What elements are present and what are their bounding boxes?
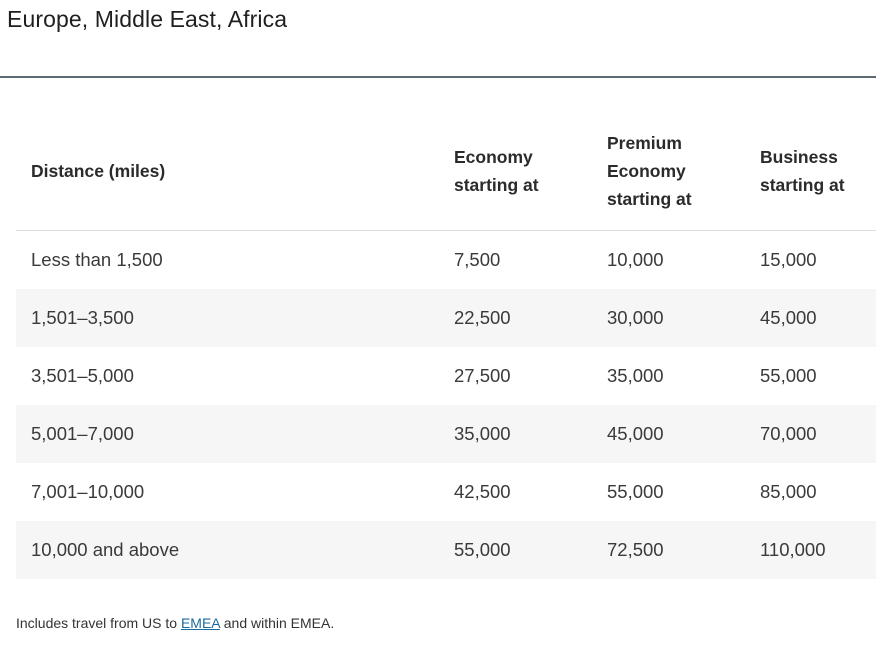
economy-cell: 22,500 [439, 289, 592, 347]
distance-cell: 1,501–3,500 [16, 289, 439, 347]
footnote: Includes travel from US to EMEA and with… [16, 615, 334, 631]
economy-cell: 35,000 [439, 405, 592, 463]
business-cell: 70,000 [745, 405, 876, 463]
premium-economy-cell: 55,000 [607, 481, 664, 502]
distance-cell: 7,001–10,000 [31, 481, 145, 502]
distance-cell: 10,000 and above [16, 521, 439, 579]
emea-link[interactable]: EMEA [180, 615, 220, 631]
award-chart-table: Distance (miles) Economy starting at Pre… [16, 112, 876, 579]
table-row: Less than 1,500 7,500 10,000 15,000 [16, 231, 876, 290]
business-cell: 110,000 [745, 521, 876, 579]
premium-economy-cell: 10,000 [607, 249, 664, 270]
business-cell: 45,000 [745, 289, 876, 347]
distance-cell: 5,001–7,000 [16, 405, 439, 463]
table-row: 3,501–5,000 27,500 35,000 55,000 [16, 347, 876, 405]
header-distance: Distance (miles) [16, 112, 439, 231]
premium-economy-cell: 45,000 [592, 405, 745, 463]
distance-cell: Less than 1,500 [31, 249, 163, 270]
footnote-text-after: and within EMEA. [219, 615, 335, 631]
economy-cell: 7,500 [454, 249, 501, 270]
header-premium-economy: Premium Economy starting at [592, 112, 745, 231]
header-business: Business starting at [745, 112, 876, 231]
business-cell: 55,000 [760, 365, 817, 386]
economy-cell: 27,500 [454, 365, 511, 386]
footnote-text-before: Includes travel from US to [16, 615, 181, 631]
table-row: 1,501–3,500 22,500 30,000 45,000 [16, 289, 876, 347]
title-divider [0, 76, 876, 78]
header-economy: Economy starting at [439, 112, 592, 231]
business-cell: 15,000 [760, 249, 817, 270]
premium-economy-cell: 30,000 [592, 289, 745, 347]
economy-cell: 42,500 [454, 481, 511, 502]
distance-cell: 3,501–5,000 [31, 365, 134, 386]
business-cell: 85,000 [760, 481, 817, 502]
page-title: Europe, Middle East, Africa [7, 6, 288, 32]
table-row: 7,001–10,000 42,500 55,000 85,000 [16, 463, 876, 521]
table-row: 10,000 and above 55,000 72,500 110,000 [16, 521, 876, 579]
premium-economy-cell: 72,500 [592, 521, 745, 579]
table-header-row: Distance (miles) Economy starting at Pre… [16, 112, 876, 231]
table-row: 5,001–7,000 35,000 45,000 70,000 [16, 405, 876, 463]
premium-economy-cell: 35,000 [607, 365, 664, 386]
economy-cell: 55,000 [439, 521, 592, 579]
